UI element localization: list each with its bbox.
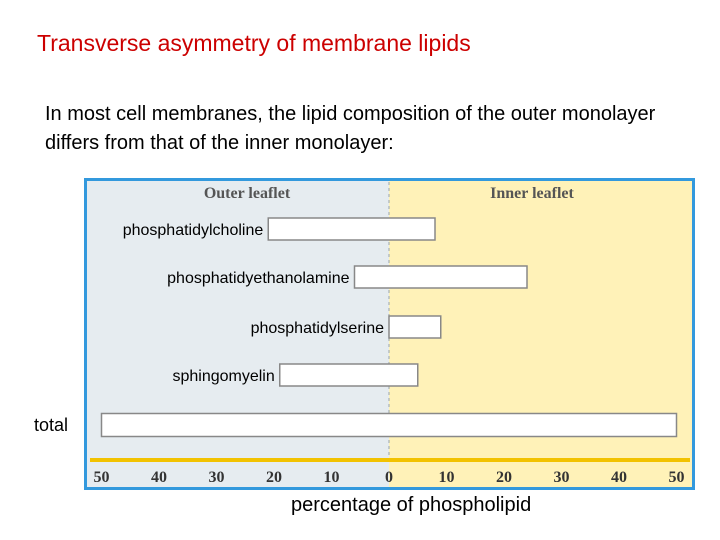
bar-total (100, 412, 678, 438)
category-label-phosphatidylserine: phosphatidylserine (251, 320, 385, 337)
category-label-sphingomyelin: sphingomyelin (172, 368, 274, 385)
x-tick-right-50: 50 (669, 469, 685, 486)
category-label-total: total (34, 415, 68, 435)
outer-leaflet-label: Outer leaflet (204, 185, 291, 202)
category-label-phosphatidylcholine: phosphatidylcholine (123, 222, 264, 239)
bar-sphingomyelin (279, 363, 419, 387)
x-axis-label: percentage of phospholipid (291, 494, 532, 516)
x-tick-left-40: 40 (151, 469, 167, 486)
inner-leaflet-label: Inner leaflet (490, 185, 574, 202)
x-tick-left-30: 30 (209, 469, 225, 486)
x-tick-right-20: 20 (496, 469, 512, 486)
chart-frame (84, 178, 695, 490)
x-tick-left-20: 20 (266, 469, 282, 486)
x-tick-left-0: 0 (385, 469, 393, 486)
x-tick-right-40: 40 (611, 469, 627, 486)
bar-phosphatidyethanolamine (353, 265, 528, 289)
x-tick-right-30: 30 (554, 469, 570, 486)
x-tick-left-50: 50 (94, 469, 110, 486)
slide-title: Transverse asymmetry of membrane lipids (37, 30, 471, 56)
bar-phosphatidylcholine (267, 217, 436, 241)
x-tick-left-10: 10 (324, 469, 340, 486)
bar-phosphatidylserine (388, 315, 442, 339)
x-tick-right-10: 10 (439, 469, 455, 486)
slide-intro-text: In most cell membranes, the lipid compos… (45, 103, 656, 154)
category-label-phosphatidyethanolamine: phosphatidyethanolamine (167, 270, 349, 287)
